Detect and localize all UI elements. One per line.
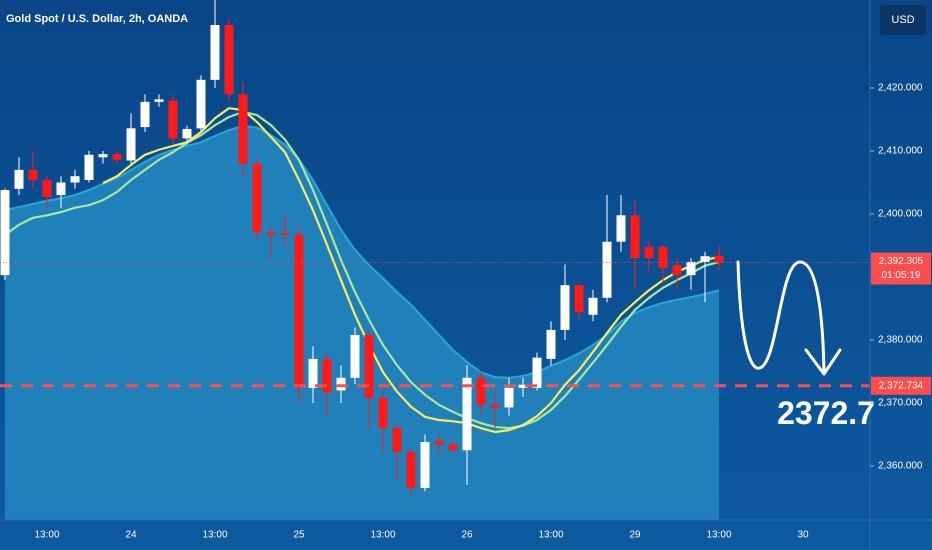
candle-body — [224, 25, 234, 95]
candle-body — [308, 358, 318, 388]
candle-body — [70, 176, 80, 183]
y-tick-label: 2,380.000 — [878, 335, 923, 346]
x-tick-label: 26 — [461, 530, 473, 541]
candle-body — [322, 358, 332, 393]
candle-body — [644, 246, 654, 259]
candle-body — [406, 452, 416, 489]
candle-body — [280, 232, 290, 235]
candle-body — [84, 154, 94, 180]
candle-body — [196, 79, 206, 129]
candle-body — [504, 387, 514, 408]
candle-body — [350, 334, 360, 378]
candle-body — [266, 232, 276, 235]
y-tick-label: 2,370.000 — [878, 398, 923, 409]
candle-body — [476, 377, 486, 405]
candle-body — [672, 265, 682, 276]
y-tick-label: 2,410.000 — [878, 146, 923, 157]
candle-body — [378, 397, 388, 429]
candle-body — [560, 285, 570, 330]
arrow-head — [804, 348, 842, 376]
countdown: 01:05:19 — [882, 270, 921, 281]
candle-body — [546, 329, 556, 359]
candle-body — [420, 442, 430, 489]
candle-body — [28, 169, 38, 180]
candle-body — [140, 101, 150, 128]
candle-body — [588, 297, 598, 315]
target-label: 2,372.734 — [879, 380, 924, 391]
candle-body — [364, 334, 374, 398]
area-layer — [4, 124, 720, 520]
candle-body — [154, 99, 164, 102]
candle-body — [392, 428, 402, 453]
candle-body — [574, 285, 584, 313]
moving-average — [4, 110, 720, 430]
line-layer — [4, 107, 720, 434]
y-tick-label: 2,400.000 — [878, 209, 923, 220]
candle-body — [252, 163, 262, 233]
candle-body — [490, 404, 500, 409]
candle-body — [714, 255, 724, 263]
candle-body — [616, 215, 626, 242]
candle-body — [630, 215, 640, 259]
candle-layer — [0, 0, 724, 498]
candle-body — [126, 128, 136, 161]
candle-body — [532, 357, 542, 388]
candle-body — [294, 234, 304, 388]
candle-body — [686, 261, 696, 276]
last-price-label: 2,392.305 — [879, 256, 924, 267]
x-tick-label: 13:00 — [370, 530, 395, 541]
x-tick-label: 13:00 — [706, 530, 731, 541]
candle-body — [462, 377, 472, 451]
candle-body — [448, 444, 458, 451]
candle-body — [14, 169, 24, 189]
x-tick-label: 13:00 — [34, 530, 59, 541]
x-tick-label: 30 — [797, 530, 809, 541]
candle-body — [98, 154, 108, 158]
candle-body — [0, 190, 10, 276]
candle-body — [238, 94, 248, 164]
moving-average — [102, 107, 720, 434]
candle-body — [42, 179, 52, 198]
x-tick-label: 25 — [293, 530, 305, 541]
y-tick-label: 2,360.000 — [878, 461, 923, 472]
currency-button[interactable] — [880, 5, 926, 35]
area — [5, 125, 719, 520]
currency-label[interactable]: USD — [891, 14, 914, 26]
area-edge — [4, 124, 720, 379]
candle-body — [112, 154, 122, 160]
candle-body — [658, 246, 668, 269]
y-tick-label: 2,420.000 — [878, 83, 923, 94]
candle-body — [168, 100, 178, 139]
last-price-box — [871, 252, 931, 285]
candle-body — [434, 440, 444, 445]
target-box — [871, 376, 931, 395]
candle-body — [210, 25, 220, 80]
x-tick-label: 24 — [125, 530, 137, 541]
candle-body — [56, 182, 66, 196]
x-tick-label: 13:00 — [538, 530, 563, 541]
candle-body — [518, 384, 528, 388]
x-tick-label: 13:00 — [202, 530, 227, 541]
annotation: 2372.7 — [777, 395, 875, 431]
candle-body — [336, 377, 346, 391]
candle-body — [182, 128, 192, 139]
overlay-layer — [0, 262, 870, 388]
x-tick-label: 29 — [629, 530, 641, 541]
chart-title: Gold Spot / U.S. Dollar, 2h, OANDA — [6, 13, 188, 25]
arrow-curve — [736, 260, 826, 374]
candle-body — [700, 256, 710, 262]
candle-body — [602, 241, 612, 298]
